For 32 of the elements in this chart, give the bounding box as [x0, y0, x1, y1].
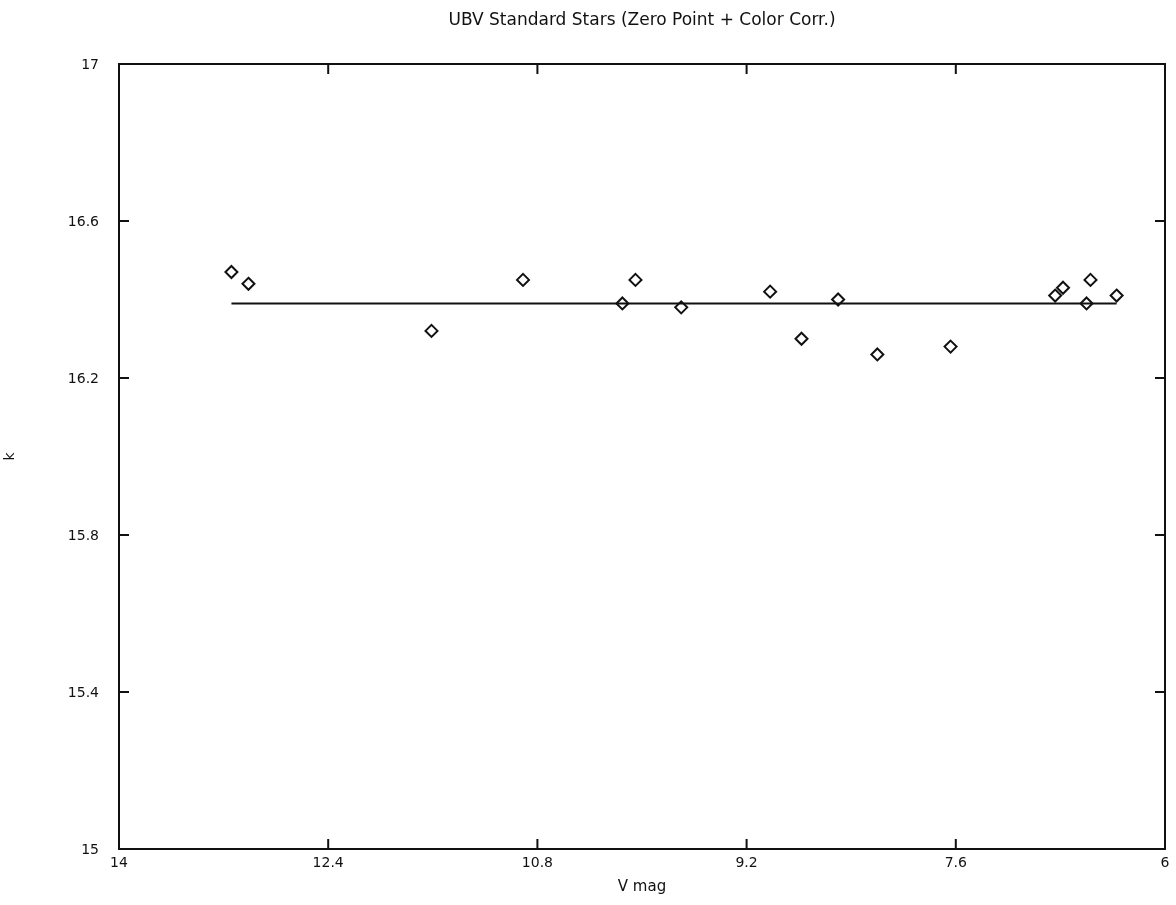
point	[831, 292, 846, 307]
y-tick-label: 15	[81, 841, 99, 857]
point	[1083, 272, 1098, 287]
x-axis-title: V mag	[617, 877, 667, 895]
point	[241, 276, 256, 291]
point	[763, 284, 778, 299]
point	[628, 272, 643, 287]
y-tick-label: 17	[81, 56, 99, 72]
x-tick-label: 12.4	[312, 854, 344, 870]
y-tick-label: 15.8	[67, 527, 99, 543]
point	[870, 347, 885, 362]
point	[794, 331, 809, 346]
point	[424, 323, 439, 338]
x-tick-label: 9.2	[735, 854, 758, 870]
point	[224, 265, 239, 280]
point	[516, 272, 531, 287]
x-tick-label: 6	[1160, 854, 1170, 870]
x-tick-label: 7.6	[944, 854, 968, 870]
point	[1048, 288, 1063, 303]
point	[1109, 288, 1124, 303]
y-axis-title: k	[1, 451, 17, 461]
point	[674, 300, 689, 315]
x-tick-label: 14	[110, 854, 128, 870]
point	[943, 339, 958, 354]
y-tick-label: 16.2	[67, 370, 99, 386]
x-tick-label: 10.8	[521, 854, 553, 870]
point	[1079, 296, 1094, 311]
point	[615, 296, 630, 311]
point	[1056, 280, 1071, 295]
chart-title: UBV Standard Stars (Zero Point + Color Corr.)	[448, 9, 836, 29]
y-tick-label: 15.4	[67, 684, 100, 700]
y-tick-label: 16.6	[67, 213, 100, 229]
